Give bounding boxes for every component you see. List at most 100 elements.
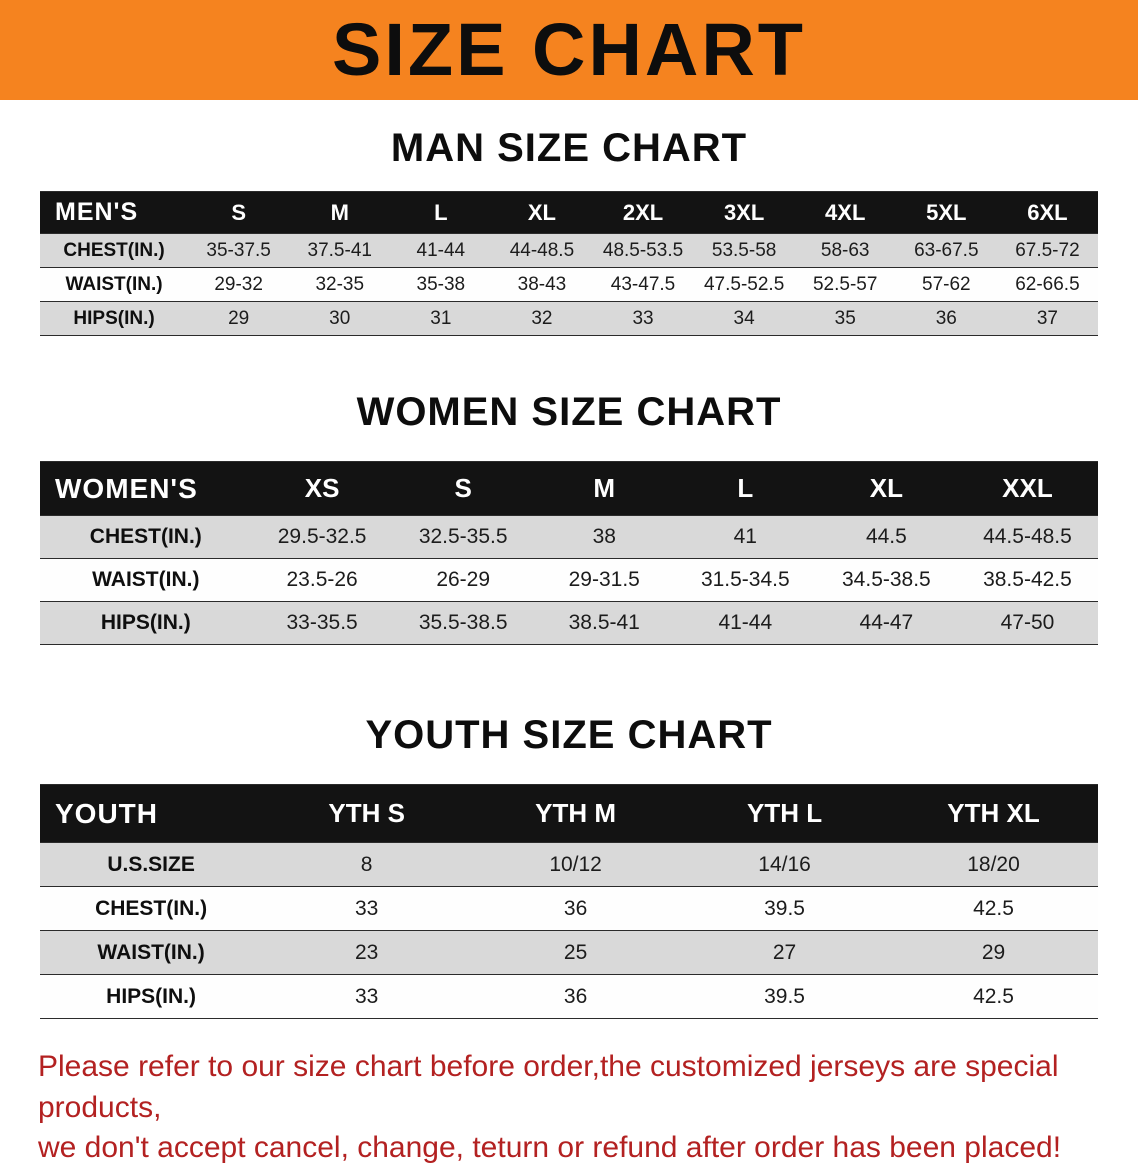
size-value-cell: 62-66.5 bbox=[996, 267, 1098, 302]
size-value-cell: 38 bbox=[533, 515, 675, 559]
row-label: CHEST(IN.) bbox=[40, 886, 263, 931]
size-value-cell: 44.5-48.5 bbox=[956, 515, 1098, 559]
size-value-cell: 23.5-26 bbox=[251, 558, 393, 602]
table-header-row: WOMEN'S XS S M L XL XXL bbox=[40, 461, 1098, 516]
size-value-cell: 23 bbox=[262, 930, 472, 975]
table-header-row: YOUTH YTH S YTH M YTH L YTH XL bbox=[40, 784, 1098, 843]
size-value-cell: 52.5-57 bbox=[794, 267, 896, 302]
size-value-cell: 44-47 bbox=[815, 601, 957, 645]
section-women: WOMEN SIZE CHART WOMEN'S XS S M L XL XXL CHEST(… bbox=[0, 390, 1138, 645]
table-row: CHEST(IN.) 35-37.5 37.5-41 41-44 44-48.5 48.5… bbox=[40, 233, 1098, 268]
row-label: CHEST(IN.) bbox=[40, 233, 189, 268]
size-column-header: YTH L bbox=[680, 784, 890, 843]
size-value-cell: 57-62 bbox=[895, 267, 997, 302]
row-label: WAIST(IN.) bbox=[40, 558, 252, 602]
table-row: HIPS(IN.) 33 36 39.5 42.5 bbox=[40, 974, 1098, 1019]
size-value-cell: 44.5 bbox=[815, 515, 957, 559]
size-value-cell: 47.5-52.5 bbox=[693, 267, 795, 302]
size-value-cell: 36 bbox=[471, 974, 681, 1019]
size-value-cell: 47-50 bbox=[956, 601, 1098, 645]
size-value-cell: 38-43 bbox=[491, 267, 593, 302]
youth-size-table: YOUTH YTH S YTH M YTH L YTH XL U.S.SIZE 8 10/12… bbox=[40, 784, 1098, 1019]
size-value-cell: 38.5-41 bbox=[533, 601, 675, 645]
size-column-header: 2XL bbox=[592, 191, 694, 234]
size-value-cell: 35 bbox=[794, 301, 896, 336]
size-value-cell: 33 bbox=[262, 886, 472, 931]
disclaimer: Please refer to our size chart before or… bbox=[38, 1047, 1108, 1169]
content: MAN SIZE CHART MEN'S S M L XL 2XL 3XL 4XL 5XL 6XL… bbox=[0, 126, 1138, 1019]
size-value-cell: 53.5-58 bbox=[693, 233, 795, 268]
size-column-header: XXL bbox=[956, 461, 1098, 516]
size-value-cell: 63-67.5 bbox=[895, 233, 997, 268]
size-value-cell: 29 bbox=[188, 301, 290, 336]
banner: SIZE CHART bbox=[0, 0, 1138, 100]
size-value-cell: 41-44 bbox=[674, 601, 816, 645]
size-value-cell: 32.5-35.5 bbox=[392, 515, 534, 559]
size-value-cell: 32 bbox=[491, 301, 593, 336]
size-value-cell: 35-37.5 bbox=[188, 233, 290, 268]
women-size-table: WOMEN'S XS S M L XL XXL CHEST(IN.) 29.5-32.5 32.5… bbox=[40, 461, 1098, 645]
size-column-header: YTH M bbox=[471, 784, 681, 843]
size-value-cell: 33 bbox=[262, 974, 472, 1019]
row-label: HIPS(IN.) bbox=[40, 301, 189, 336]
disclaimer-line-2: we don't accept cancel, change, teturn o… bbox=[38, 1131, 1062, 1164]
size-column-header: S bbox=[188, 191, 290, 234]
size-value-cell: 29-31.5 bbox=[533, 558, 675, 602]
size-value-cell: 58-63 bbox=[794, 233, 896, 268]
size-value-cell: 36 bbox=[471, 886, 681, 931]
size-column-header: S bbox=[392, 461, 534, 516]
section-men: MAN SIZE CHART MEN'S S M L XL 2XL 3XL 4XL 5XL 6XL… bbox=[0, 126, 1138, 336]
size-value-cell: 29.5-32.5 bbox=[251, 515, 393, 559]
row-label: CHEST(IN.) bbox=[40, 515, 252, 559]
size-value-cell: 14/16 bbox=[680, 842, 890, 887]
size-column-header: M bbox=[533, 461, 675, 516]
size-value-cell: 35.5-38.5 bbox=[392, 601, 534, 645]
size-value-cell: 36 bbox=[895, 301, 997, 336]
men-size-table: MEN'S S M L XL 2XL 3XL 4XL 5XL 6XL CHEST(IN.) 35-37… bbox=[40, 191, 1098, 336]
size-value-cell: 31.5-34.5 bbox=[674, 558, 816, 602]
size-column-header: L bbox=[390, 191, 492, 234]
size-value-cell: 33 bbox=[592, 301, 694, 336]
size-value-cell: 34.5-38.5 bbox=[815, 558, 957, 602]
table-row: CHEST(IN.) 29.5-32.5 32.5-35.5 38 41 44.5 44.5… bbox=[40, 515, 1098, 559]
size-value-cell: 42.5 bbox=[889, 974, 1098, 1019]
disclaimer-line-1: Please refer to our size chart before or… bbox=[38, 1050, 1059, 1124]
size-value-cell: 43-47.5 bbox=[592, 267, 694, 302]
size-value-cell: 27 bbox=[680, 930, 890, 975]
size-value-cell: 34 bbox=[693, 301, 795, 336]
size-value-cell: 30 bbox=[289, 301, 391, 336]
men-section-heading: MAN SIZE CHART bbox=[390, 126, 748, 170]
size-value-cell: 26-29 bbox=[392, 558, 534, 602]
size-column-header: 3XL bbox=[693, 191, 795, 234]
table-row: WAIST(IN.) 23 25 27 29 bbox=[40, 930, 1098, 975]
size-value-cell: 44-48.5 bbox=[491, 233, 593, 268]
size-column-header: 5XL bbox=[895, 191, 997, 234]
size-value-cell: 39.5 bbox=[680, 886, 890, 931]
size-value-cell: 32-35 bbox=[289, 267, 391, 302]
size-value-cell: 37.5-41 bbox=[289, 233, 391, 268]
size-value-cell: 35-38 bbox=[390, 267, 492, 302]
size-value-cell: 67.5-72 bbox=[996, 233, 1098, 268]
size-value-cell: 31 bbox=[390, 301, 492, 336]
youth-section-heading: YOUTH SIZE CHART bbox=[365, 713, 773, 757]
size-value-cell: 33-35.5 bbox=[251, 601, 393, 645]
size-column-header: L bbox=[674, 461, 816, 516]
row-label: HIPS(IN.) bbox=[40, 601, 252, 645]
table-row: HIPS(IN.) 33-35.5 35.5-38.5 38.5-41 41-44 44-… bbox=[40, 601, 1098, 645]
table-row: WAIST(IN.) 29-32 32-35 35-38 38-43 43-47.5 47.… bbox=[40, 267, 1098, 302]
size-column-header: YTH XL bbox=[889, 784, 1098, 843]
size-column-header: M bbox=[289, 191, 391, 234]
table-title-cell: WOMEN'S bbox=[40, 461, 252, 516]
size-value-cell: 39.5 bbox=[680, 974, 890, 1019]
size-value-cell: 37 bbox=[996, 301, 1098, 336]
table-row: HIPS(IN.) 29 30 31 32 33 34 35 36 37 bbox=[40, 301, 1098, 336]
size-value-cell: 18/20 bbox=[889, 842, 1098, 887]
size-value-cell: 29 bbox=[889, 930, 1098, 975]
size-column-header: XL bbox=[491, 191, 593, 234]
size-value-cell: 48.5-53.5 bbox=[592, 233, 694, 268]
size-value-cell: 41-44 bbox=[390, 233, 492, 268]
size-value-cell: 42.5 bbox=[889, 886, 1098, 931]
size-column-header: 6XL bbox=[996, 191, 1098, 234]
table-title-cell: MEN'S bbox=[40, 191, 189, 234]
